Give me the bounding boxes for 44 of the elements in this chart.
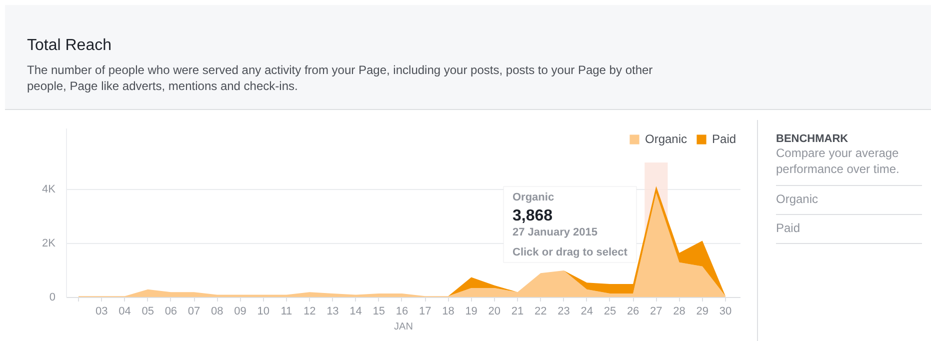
legend-label: Organic — [645, 132, 688, 146]
x-tick-label: 17 — [418, 306, 432, 318]
y-tick-label: 2K — [42, 237, 56, 250]
x-tick-label: 25 — [604, 306, 616, 318]
x-tick-label: 16 — [396, 306, 408, 318]
x-tick-label: 29 — [696, 306, 709, 318]
x-tick-label: 10 — [257, 306, 270, 318]
annotation: Organic — [512, 192, 554, 204]
text: Organic — [776, 186, 922, 216]
y-tick-label: 4K — [42, 183, 56, 196]
x-tick-label: 13 — [326, 306, 339, 318]
x-tick-label: 22 — [534, 306, 547, 318]
x-tick-label: 14 — [350, 306, 362, 318]
x-tick-label: 05 — [142, 306, 154, 318]
x-tick-label: 21 — [511, 306, 524, 318]
x-tick-label: 06 — [164, 306, 178, 318]
x-tick-label: 23 — [558, 306, 570, 318]
annotation: Click or drag to select — [512, 246, 628, 258]
x-tick-label: 11 — [280, 306, 292, 318]
x-tick-label: 18 — [442, 306, 454, 318]
text: Paid — [776, 215, 922, 244]
annotation: 3,868 — [512, 208, 553, 224]
x-tick-label: 26 — [626, 306, 640, 318]
x-tick-label: 12 — [303, 306, 316, 318]
text: Compare your average performance over time. — [776, 146, 922, 186]
x-tick-label: 04 — [118, 306, 131, 318]
y-tick-label: 0 — [49, 292, 56, 304]
x-tick-label: 27 — [650, 306, 662, 318]
text: BENCHMARK — [776, 132, 850, 146]
x-tick-label: 03 — [96, 306, 108, 318]
x-axis-title: JAN — [394, 322, 413, 332]
x-tick-label: 07 — [188, 306, 200, 318]
x-tick-label: 20 — [488, 306, 501, 318]
x-tick-label: 08 — [211, 306, 224, 318]
legend-label: Paid — [712, 132, 736, 146]
x-tick-label: 30 — [719, 306, 732, 318]
chart-subtitle: The number of people who were served any activity from your Page, including your posts, posts to your Page by other people, Page like adverts, mentions and check-ins. — [27, 62, 654, 94]
chart-title: Total Reach — [27, 36, 112, 56]
x-tick-label: 19 — [465, 306, 478, 318]
x-tick-label: 09 — [234, 306, 246, 318]
annotation: 27 January 2015 — [512, 226, 598, 238]
x-tick-label: 24 — [580, 306, 593, 318]
x-tick-label: 15 — [372, 306, 386, 318]
x-tick-label: 28 — [673, 306, 686, 318]
